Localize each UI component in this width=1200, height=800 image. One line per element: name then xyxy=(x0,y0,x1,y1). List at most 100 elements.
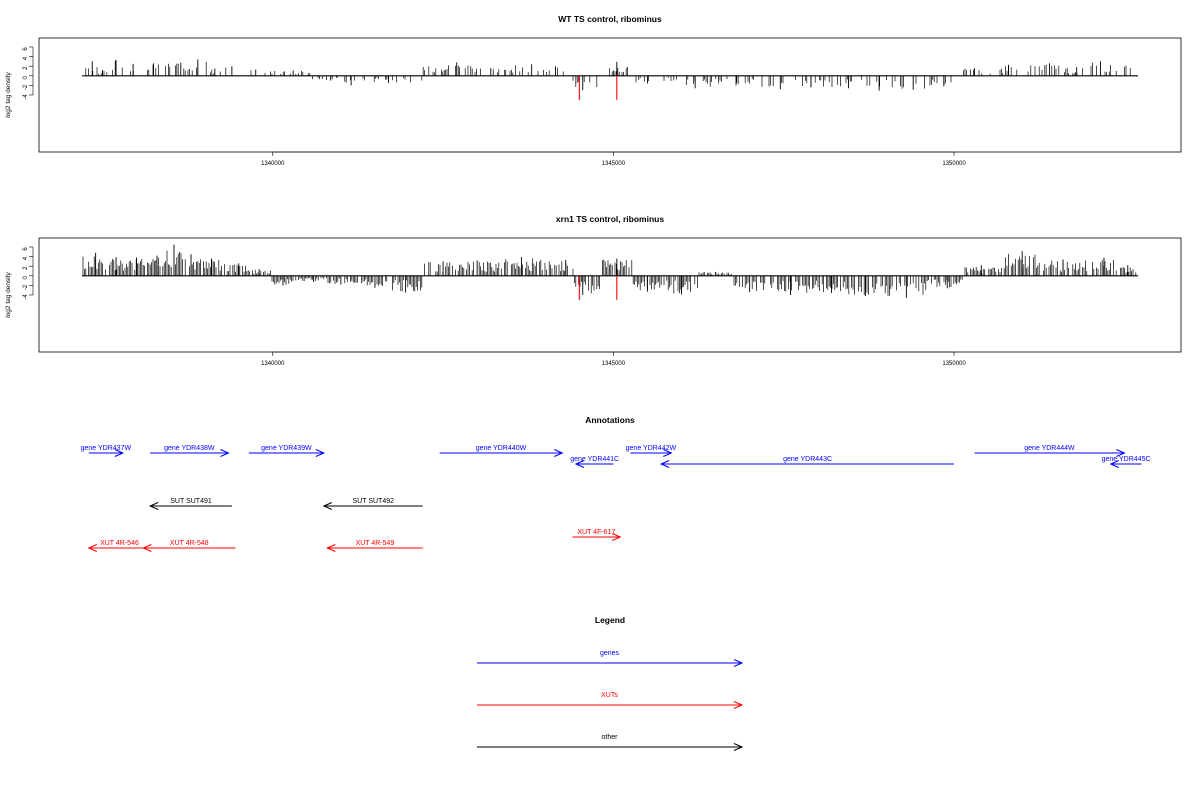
legend-item-xuts: XUTs xyxy=(477,692,744,709)
feature-label: gene YDR442W xyxy=(626,445,677,452)
feature-arrow xyxy=(630,449,673,457)
feature-label: XUT 4R-549 xyxy=(356,540,395,547)
feature-gene-ydr444w: gene YDR444W xyxy=(974,445,1126,457)
y-tick-label: 6 xyxy=(23,47,29,51)
x-axis: 1340000 1345000 1350000 xyxy=(261,151,966,167)
legend-label: XUTs xyxy=(601,692,618,699)
arrow-head xyxy=(733,743,744,751)
feature-label: SUT SUT491 xyxy=(170,498,212,505)
feature-label: gene YDR440W xyxy=(476,445,527,452)
feature-label: SUT SUT492 xyxy=(353,498,395,505)
x-tick-label: 1345000 xyxy=(602,161,626,167)
y-tick-label: 4 xyxy=(23,256,29,260)
bars xyxy=(85,59,1131,91)
feature-gene-ydr445c: gene YDR445C xyxy=(1102,456,1151,468)
feature-sut-sut491: SUT SUT491 xyxy=(148,498,232,510)
plot-frame xyxy=(38,37,1182,153)
feature-label: XUT 4F-617 xyxy=(577,529,615,536)
y-tick-label: 2 xyxy=(23,66,29,70)
legend-item-genes: genes xyxy=(477,650,744,667)
feature-gene-ydr437w: gene YDR437W xyxy=(81,445,132,457)
feature-arrow xyxy=(572,533,622,541)
arrow-head xyxy=(220,449,230,457)
feature-arrow xyxy=(326,544,423,552)
feature-label: gene YDR444W xyxy=(1024,445,1075,452)
feature-arrow xyxy=(574,460,614,468)
arrow-head xyxy=(612,533,622,541)
feature-label: gene YDR443C xyxy=(783,456,832,463)
legend-label: other xyxy=(602,734,619,741)
feature-label: gene YDR439W xyxy=(261,445,312,452)
arrow-head xyxy=(315,449,326,457)
y-axis: 6 4 2 0 -2 -4 xyxy=(23,47,34,100)
feature-arrow xyxy=(1109,460,1142,468)
feature-gene-ydr442w: gene YDR442W xyxy=(626,445,677,457)
feature-sut-sut492: SUT SUT492 xyxy=(322,498,423,510)
legend-title: Legend xyxy=(595,615,625,625)
arrow-head xyxy=(114,449,125,457)
y-tick-label: 4 xyxy=(23,56,29,60)
wt-track-panel: WT TS control, ribominus 6 4 2 0 -2 -4 log2 tag… xyxy=(5,14,1182,167)
feature-gene-ydr443c: gene YDR443C xyxy=(659,456,955,468)
feature-arrow xyxy=(87,544,151,552)
x-tick-label: 1340000 xyxy=(261,161,285,167)
panel-title: xrn1 TS control, ribominus xyxy=(556,214,664,224)
xrn1-track-panel: xrn1 TS control, ribominus 6 4 2 0 -2 -4 log2 t… xyxy=(5,214,1182,367)
feature-xut-4r-549: XUT 4R-549 xyxy=(326,540,423,552)
feature-arrow xyxy=(659,460,955,468)
y-tick-label: -2 xyxy=(23,84,29,90)
arrow-head xyxy=(1109,460,1119,468)
y-axis-label: log2 tag density xyxy=(5,271,12,317)
feature-xut-4r-548: XUT 4R-548 xyxy=(142,540,236,552)
bars xyxy=(82,244,1137,298)
y-tick-label: -4 xyxy=(23,94,29,100)
legend-label: genes xyxy=(600,650,620,657)
arrow-head xyxy=(322,502,333,510)
y-tick-label: 0 xyxy=(23,275,29,279)
arrow-head xyxy=(574,460,585,468)
arrow-head xyxy=(663,449,673,457)
feature-gene-ydr441c: gene YDR441C xyxy=(570,456,619,468)
x-tick-label: 1350000 xyxy=(942,161,966,167)
legend-arrow xyxy=(477,701,744,709)
feature-arrow xyxy=(88,449,125,457)
arrow-head xyxy=(326,544,336,552)
feature-arrow xyxy=(974,449,1126,457)
feature-label: gene YDR437W xyxy=(81,445,132,452)
y-tick-label: 6 xyxy=(23,247,29,251)
legend-arrow xyxy=(477,743,744,751)
feature-xut-4r-546: XUT 4R-546 xyxy=(87,540,151,552)
arrow-head xyxy=(87,544,98,552)
feature-arrow xyxy=(148,502,232,510)
legend-item-other: other xyxy=(477,734,744,751)
annotations-panel: Annotations gene YDR437W gene YDR438W gene… xyxy=(81,415,1151,552)
feature-label: XUT 4R-548 xyxy=(170,540,209,547)
feature-arrow xyxy=(142,544,236,552)
y-tick-label: -4 xyxy=(23,294,29,300)
arrow-head xyxy=(733,659,744,667)
feature-arrow xyxy=(322,502,423,510)
y-tick-label: 0 xyxy=(23,75,29,79)
feature-arrow xyxy=(248,449,326,457)
y-axis: 6 4 2 0 -2 -4 xyxy=(23,247,34,300)
y-tick-label: -2 xyxy=(23,284,29,290)
feature-xut-4f-617: XUT 4F-617 xyxy=(572,529,622,541)
feature-label: gene YDR445C xyxy=(1102,456,1151,463)
y-axis-label: log2 tag density xyxy=(5,71,12,117)
feature-label: gene YDR438W xyxy=(164,445,215,452)
feature-gene-ydr438w: gene YDR438W xyxy=(150,445,230,457)
panel-title: WT TS control, ribominus xyxy=(558,14,662,24)
annotations-title: Annotations xyxy=(585,415,635,425)
x-tick-label: 1350000 xyxy=(942,361,966,367)
x-tick-label: 1340000 xyxy=(261,361,285,367)
arrow-head xyxy=(148,502,159,510)
feature-label: XUT 4R-546 xyxy=(100,540,139,547)
arrow-head xyxy=(554,449,564,457)
feature-gene-ydr439w: gene YDR439W xyxy=(248,445,326,457)
feature-gene-ydr440w: gene YDR440W xyxy=(439,445,564,457)
arrow-head xyxy=(142,544,152,552)
y-tick-label: 2 xyxy=(23,266,29,270)
legend-arrow xyxy=(477,659,744,667)
legend-panel: Legend genes XUTs other xyxy=(477,615,744,751)
